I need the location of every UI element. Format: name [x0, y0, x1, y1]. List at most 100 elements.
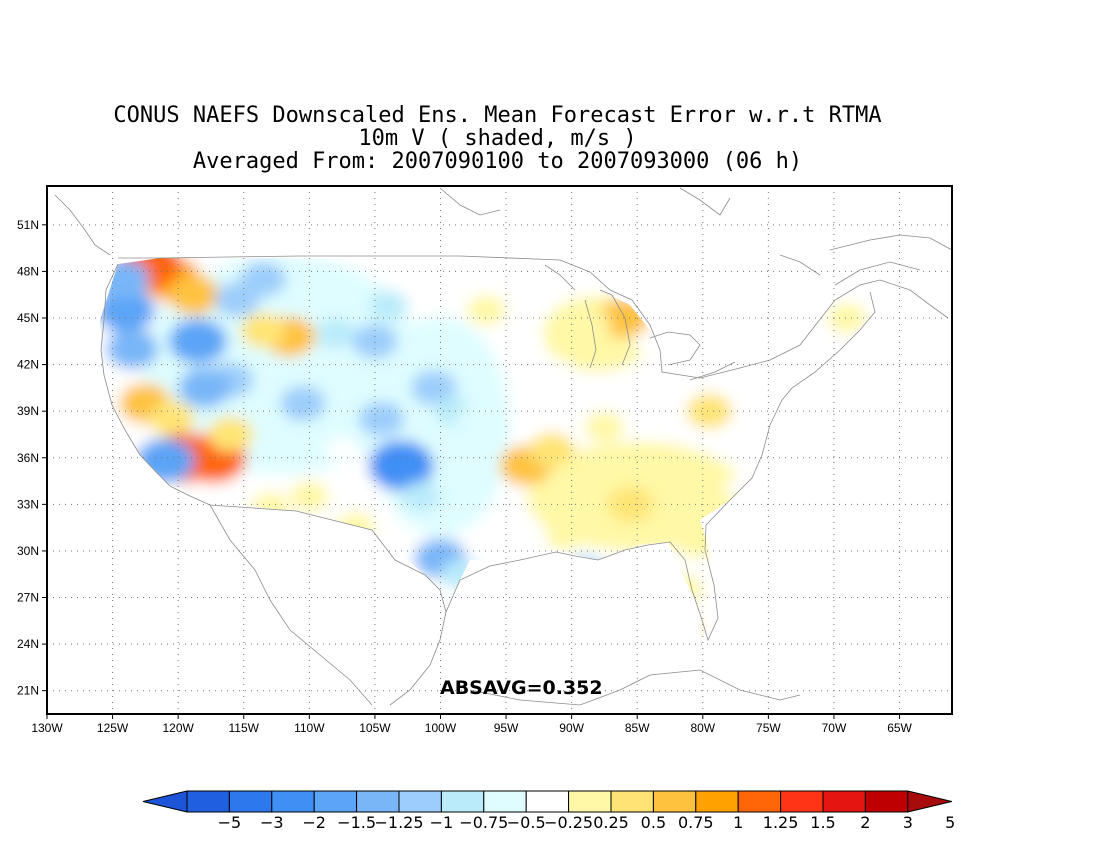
- lat-label: 45N: [17, 311, 39, 325]
- colorbar-low-arrow: [142, 790, 188, 813]
- anomaly-blob: [167, 274, 220, 315]
- field-region-west: [143, 258, 424, 475]
- anomaly-blob: [502, 282, 536, 308]
- colorbar-cell: [737, 790, 782, 813]
- anomaly-blob: [240, 261, 287, 297]
- anomaly-blob: [607, 486, 654, 522]
- lon-label: 110W: [294, 721, 325, 735]
- colorbar-cell: [186, 790, 230, 813]
- latitude-labels: 51N 48N 45N 42N 39N 36N 33N 30N 27N 24N 21N: [17, 218, 47, 698]
- anomaly-blob: [358, 401, 405, 437]
- colorbar-label: −5: [218, 813, 242, 832]
- colorbar-label: 0.75: [678, 813, 714, 832]
- coastlines: [54, 187, 952, 706]
- colorbar-cell: [356, 790, 400, 813]
- anomaly-blob: [411, 370, 457, 406]
- anomaly-blob: [135, 438, 195, 484]
- lat-label: 21N: [17, 684, 39, 698]
- colorbar-cell: [271, 790, 315, 813]
- lon-label: 105W: [359, 721, 391, 735]
- anomaly-blob: [368, 290, 408, 321]
- colorbar-label: 0.25: [593, 813, 629, 832]
- lat-label: 36N: [17, 451, 39, 465]
- anomaly-blob: [207, 416, 254, 452]
- anomaly-blob: [634, 328, 667, 354]
- anomaly-blob: [827, 303, 867, 333]
- colorbar-cell: [864, 790, 909, 813]
- anomaly-blob: [368, 440, 434, 491]
- longitude-labels: 130W 125W 120W 115W 110W 105W 100W 95W 90W 85W 80W…: [31, 714, 913, 735]
- colorbar-cell: [652, 790, 697, 813]
- anomaly-blob: [643, 466, 683, 497]
- anomaly-blob: [325, 437, 359, 463]
- lat-label: 33N: [17, 497, 39, 511]
- anomaly-blob: [457, 406, 490, 432]
- lon-label: 65W: [887, 721, 912, 735]
- anomaly-blob: [663, 574, 703, 605]
- lon-label: 130W: [31, 721, 63, 735]
- anomaly-blob: [466, 295, 506, 326]
- colorbar-label: −1.25: [374, 813, 423, 832]
- anomaly-blob: [352, 323, 398, 359]
- anomaly-blob: [571, 310, 611, 341]
- colorbar-cell: [525, 790, 570, 813]
- map-frame: [46, 185, 953, 715]
- anomaly-blob: [584, 411, 624, 442]
- colorbar-cell: [568, 790, 612, 813]
- colorbar-label: 0.5: [641, 813, 666, 832]
- colorbar-cell: [483, 790, 527, 813]
- anomaly-blob: [100, 259, 150, 300]
- colorbar-label: 5: [945, 813, 955, 832]
- colorbar-label: 1.25: [763, 813, 799, 832]
- anomaly-blob: [168, 318, 228, 364]
- colorbar-label: −2: [302, 813, 326, 832]
- anomaly-blob: [562, 556, 608, 592]
- lon-label: 85W: [625, 721, 650, 735]
- anomaly-blob: [148, 401, 195, 437]
- lon-label: 75W: [756, 721, 781, 735]
- lon-label: 70W: [822, 721, 847, 735]
- colorbar-cell: [228, 790, 273, 813]
- colorbar-label: −0.25: [544, 813, 593, 832]
- anomaly-blob: [250, 492, 290, 523]
- lon-label: 90W: [559, 721, 584, 735]
- lon-label: 125W: [97, 721, 129, 735]
- colorbar-label: 3: [903, 813, 913, 832]
- colorbar-label: −3: [260, 813, 284, 832]
- lat-label: 27N: [17, 591, 39, 605]
- anomaly-blob: [676, 528, 716, 559]
- anomaly-blob: [178, 367, 231, 408]
- anomaly-blob: [778, 336, 811, 362]
- lat-label: 48N: [17, 264, 39, 278]
- lat-label: 24N: [17, 637, 39, 651]
- anomaly-blob: [316, 318, 356, 349]
- anomaly-blob: [686, 393, 733, 429]
- colorbar-cell: [695, 790, 739, 813]
- lat-label: 51N: [17, 218, 39, 232]
- colorbar-label: 1.5: [810, 813, 835, 832]
- map-title-line1: CONUS NAEFS Downscaled Ens. Mean Forecas…: [113, 103, 882, 128]
- lon-label: 115W: [229, 721, 260, 735]
- anomaly-blob: [280, 385, 326, 421]
- map-title-line2: 10m V ( shaded, m/s ): [358, 126, 637, 151]
- colorbar-label: 1: [733, 813, 743, 832]
- colorbar-high-arrow: [907, 790, 952, 813]
- anomaly-blob: [106, 329, 159, 370]
- anomaly-blob: [653, 611, 700, 640]
- anomaly-blob: [725, 476, 759, 502]
- lon-label: 95W: [494, 721, 519, 735]
- colorbar-label: −1.5: [337, 813, 376, 832]
- anomaly-blob: [240, 312, 287, 348]
- shaded-field: [100, 258, 872, 640]
- colorbar-label: −1: [430, 813, 454, 832]
- colorbar-label: −0.5: [507, 813, 546, 832]
- lat-label: 39N: [17, 404, 39, 418]
- lon-label: 100W: [425, 721, 457, 735]
- anomaly-blob: [542, 359, 575, 385]
- colorbar: −5 −3 −2 −1.5−1.25 −1 −0.75−0.5−0.25 0.25 0.5 0.…: [142, 790, 955, 832]
- colorbar-cell: [440, 790, 485, 813]
- colorbar-label: 2: [860, 813, 870, 832]
- absavg-label: ABSAVG=0.352: [440, 677, 603, 699]
- colorbar-cell: [780, 790, 824, 813]
